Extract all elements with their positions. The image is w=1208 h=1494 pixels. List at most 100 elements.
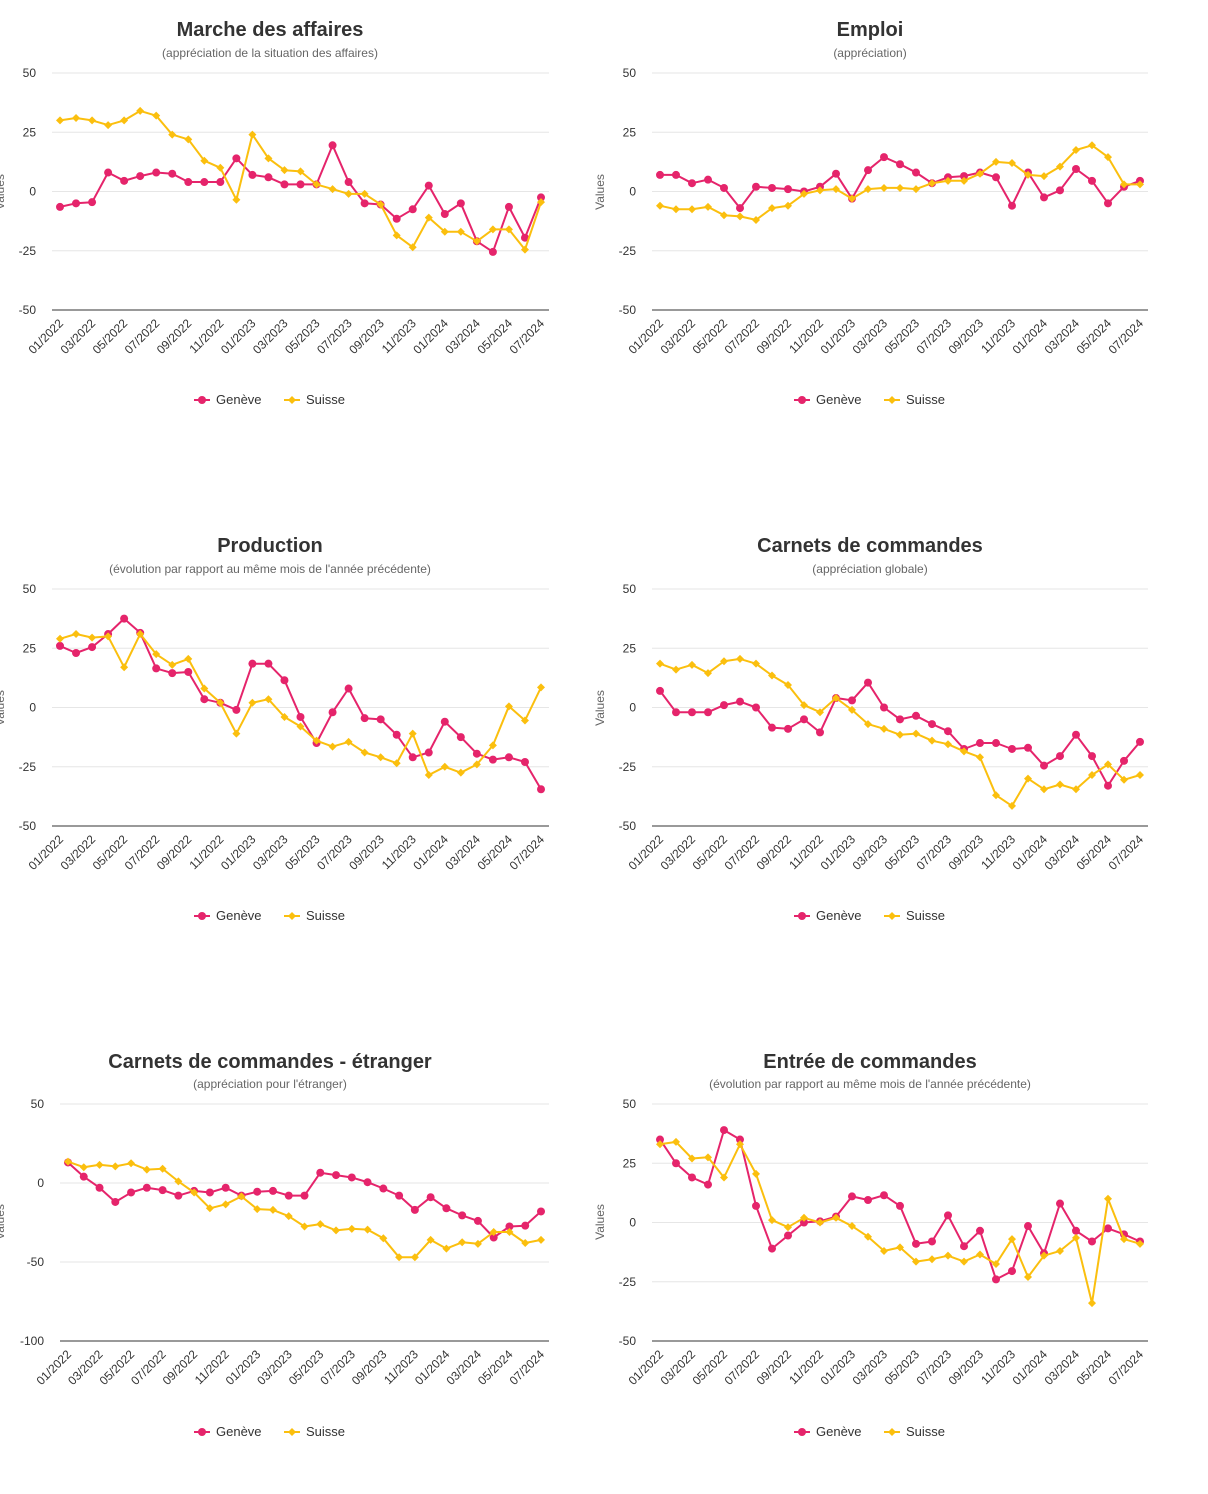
data-point [472, 749, 481, 758]
legend-item-suisse[interactable]: Suisse [884, 908, 945, 923]
series-geneve [656, 678, 1144, 790]
legend-marker [198, 396, 206, 404]
x-tick-label: 09/2022 [754, 1347, 795, 1388]
data-point [960, 1257, 968, 1266]
data-point [328, 141, 337, 150]
data-point [221, 1183, 230, 1192]
data-point [656, 170, 664, 179]
data-point [300, 1191, 309, 1200]
data-point [1040, 761, 1048, 770]
data-point [104, 121, 113, 130]
data-point [456, 768, 465, 777]
data-point [120, 663, 129, 672]
data-point [1008, 201, 1016, 210]
data-point [736, 212, 744, 221]
data-point [232, 154, 241, 163]
data-point [379, 1184, 388, 1193]
series-geneve [656, 153, 1144, 213]
data-point [912, 729, 920, 738]
y-tick-label: -50 [19, 303, 37, 317]
data-point [168, 169, 177, 178]
legend-item-suisse[interactable]: Suisse [284, 392, 345, 407]
data-point [264, 173, 273, 182]
data-point [1024, 1273, 1032, 1282]
legend-item-geneve[interactable]: Genève [794, 392, 862, 407]
data-point [442, 1204, 451, 1213]
legend-label: Genève [216, 1424, 262, 1439]
data-point [1120, 775, 1128, 784]
chart-subtitle: (évolution par rapport au même mois de l… [709, 1077, 1031, 1091]
legend-item-suisse[interactable]: Suisse [884, 1424, 945, 1439]
data-point [426, 1193, 435, 1202]
data-point [832, 169, 840, 178]
data-point [88, 643, 97, 652]
data-point [488, 225, 497, 234]
data-point [1104, 1194, 1112, 1203]
data-point [537, 683, 545, 692]
data-point [992, 791, 1000, 800]
x-tick-label: 09/2023 [349, 1347, 390, 1388]
legend-item-geneve[interactable]: Genève [194, 1424, 262, 1439]
legend-item-geneve[interactable]: Genève [194, 908, 262, 923]
legend-item-geneve[interactable]: Genève [194, 392, 262, 407]
legend-item-suisse[interactable]: Suisse [284, 1424, 345, 1439]
data-point [473, 1216, 482, 1225]
data-point [704, 1153, 712, 1162]
data-point [1024, 743, 1032, 752]
data-point [1072, 1226, 1080, 1235]
data-point [379, 1234, 388, 1243]
legend: Genève Suisse [794, 908, 945, 923]
data-point [656, 1135, 664, 1144]
data-point [344, 684, 353, 693]
x-tick-label: 09/2023 [946, 1347, 987, 1388]
legend-item-geneve[interactable]: Genève [794, 908, 862, 923]
legend-marker [888, 396, 896, 404]
data-point [816, 728, 824, 737]
y-tick-label: 50 [623, 582, 637, 596]
data-point [488, 247, 497, 256]
data-point [768, 204, 776, 213]
data-point [960, 172, 968, 181]
data-point [896, 715, 904, 724]
data-point [56, 116, 64, 125]
data-point [410, 1205, 419, 1214]
data-point [521, 1221, 530, 1230]
data-point [1104, 199, 1112, 208]
legend-item-geneve[interactable]: Genève [794, 1424, 862, 1439]
data-point [816, 186, 824, 195]
data-point [864, 166, 872, 175]
data-point [120, 614, 129, 623]
data-point [752, 182, 760, 191]
data-point [520, 758, 529, 767]
data-point [458, 1211, 467, 1220]
data-point [360, 199, 369, 208]
legend-item-suisse[interactable]: Suisse [284, 908, 345, 923]
data-point [944, 727, 952, 736]
data-point [1136, 180, 1144, 189]
data-point [1008, 744, 1016, 753]
data-point [1056, 752, 1064, 761]
data-point [976, 169, 984, 178]
y-tick-label: 0 [29, 701, 36, 715]
data-point [426, 1235, 435, 1244]
data-point [704, 202, 712, 211]
data-point [328, 708, 337, 717]
data-point [672, 1137, 680, 1146]
y-tick-label: -25 [19, 244, 37, 258]
data-point [912, 711, 920, 720]
data-point [1072, 1233, 1080, 1242]
x-tick-label: 09/2023 [946, 316, 987, 357]
legend: Genève Suisse [794, 1424, 945, 1439]
data-point [184, 135, 193, 144]
data-point [736, 204, 744, 213]
data-point [864, 185, 872, 194]
data-point [704, 1180, 712, 1189]
legend-label: Suisse [906, 392, 945, 407]
data-point [992, 1259, 1000, 1268]
data-point [360, 189, 369, 198]
legend-item-suisse[interactable]: Suisse [884, 392, 945, 407]
legend-marker [198, 912, 206, 920]
data-point [253, 1187, 262, 1196]
data-point [284, 1212, 293, 1221]
legend-marker [888, 1428, 896, 1436]
